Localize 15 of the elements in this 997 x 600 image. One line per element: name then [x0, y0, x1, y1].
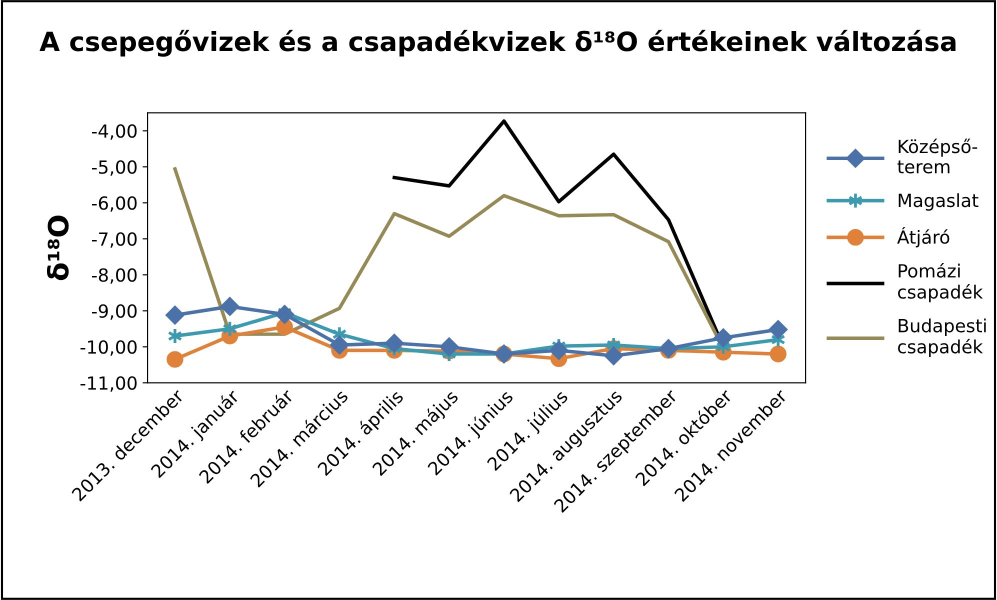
- legend-label: Magaslat: [898, 193, 978, 211]
- y-tick-label: -4,00: [92, 124, 137, 140]
- chart-title: A csepegővizek és a csapadékvizek δ¹⁸O értékeinek változása: [40, 30, 956, 57]
- y-tick-label: -9,00: [92, 304, 137, 320]
- legend-label: Pomázi csapadék: [898, 262, 983, 302]
- y-tick-label: -6,00: [92, 196, 137, 212]
- legend-label: Átjáró: [897, 226, 950, 248]
- y-tick-label: -5,00: [92, 160, 137, 176]
- y-tick-label: -8,00: [92, 268, 137, 284]
- legend-label: Középső-terem: [898, 138, 978, 174]
- legend-label: Budapesti csapadék: [898, 318, 986, 358]
- y-axis-title: δ¹⁸O: [46, 216, 69, 280]
- y-tick-label: -11,00: [80, 376, 137, 392]
- y-tick-label: -7,00: [92, 232, 137, 248]
- y-tick-label: -10,00: [80, 340, 137, 356]
